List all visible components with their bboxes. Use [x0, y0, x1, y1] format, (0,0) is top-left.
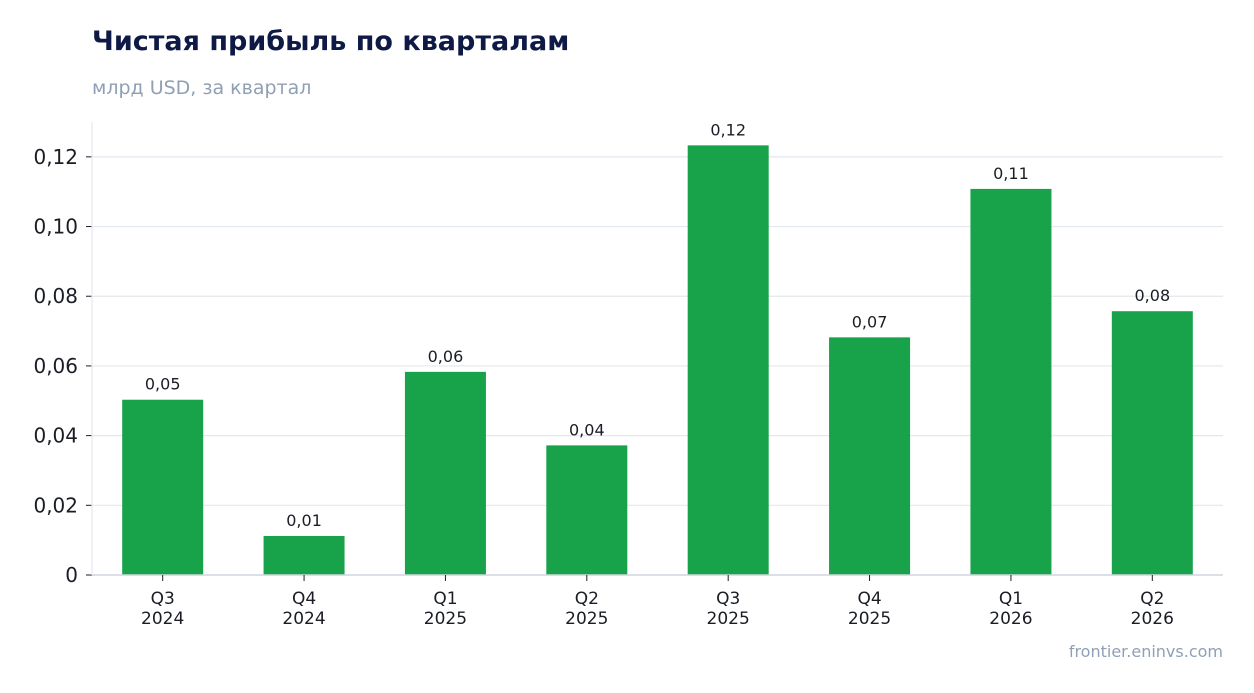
bar-data-label: 0,06	[428, 347, 464, 366]
gridlines	[92, 156, 1223, 506]
bar-data-label: 0,08	[1135, 286, 1171, 305]
y-tick-label: 0,04	[33, 424, 78, 448]
x-tick-label: Q3 2025	[707, 589, 750, 629]
y-tick-label: 0,08	[33, 284, 78, 308]
bar	[404, 371, 486, 575]
bar	[122, 399, 204, 575]
y-tick-label: 0,02	[33, 493, 78, 517]
x-tick-label: Q4 2024	[282, 589, 325, 629]
bar	[1111, 311, 1193, 575]
y-tick-label: 0,12	[33, 145, 78, 169]
bar	[829, 337, 911, 575]
chart-title: Чистая прибыль по кварталам	[92, 26, 570, 57]
axes: 0 0,02 0,04 0,06 0,08 0,10 0,12 Q3 2024 Q4 2024 Q1 2…	[33, 122, 1223, 629]
y-tick-label: 0	[65, 563, 78, 587]
source-attribution: frontier.eninvs.com	[1068, 642, 1223, 661]
x-tick-label: Q2 2026	[1131, 589, 1174, 629]
y-tick-label: 0,06	[33, 354, 78, 378]
x-tick-label: Q1 2026	[989, 589, 1032, 629]
chart-subtitle: млрд USD, за квартал	[92, 77, 312, 99]
bar-data-label: 0,04	[569, 420, 605, 439]
bar-data-label: 0,12	[710, 120, 746, 139]
bar	[546, 445, 628, 575]
data-labels: 0,05 0,01 0,06 0,04 0,12 0,07 0,11 0,08	[145, 120, 1170, 530]
x-tick-label: Q3 2024	[141, 589, 184, 629]
x-tick-label: Q2 2025	[565, 589, 608, 629]
bar-data-label: 0,01	[286, 511, 322, 530]
x-tick-label: Q1 2025	[424, 589, 467, 629]
x-tick-label: Q4 2025	[848, 589, 891, 629]
y-tick-label: 0,10	[33, 215, 78, 239]
bar	[687, 145, 769, 575]
bars	[122, 145, 1193, 576]
bar	[263, 535, 345, 575]
bar-data-label: 0,11	[993, 164, 1029, 183]
bar-data-label: 0,07	[852, 312, 888, 331]
bar	[970, 188, 1052, 576]
bar-data-label: 0,05	[145, 375, 181, 394]
